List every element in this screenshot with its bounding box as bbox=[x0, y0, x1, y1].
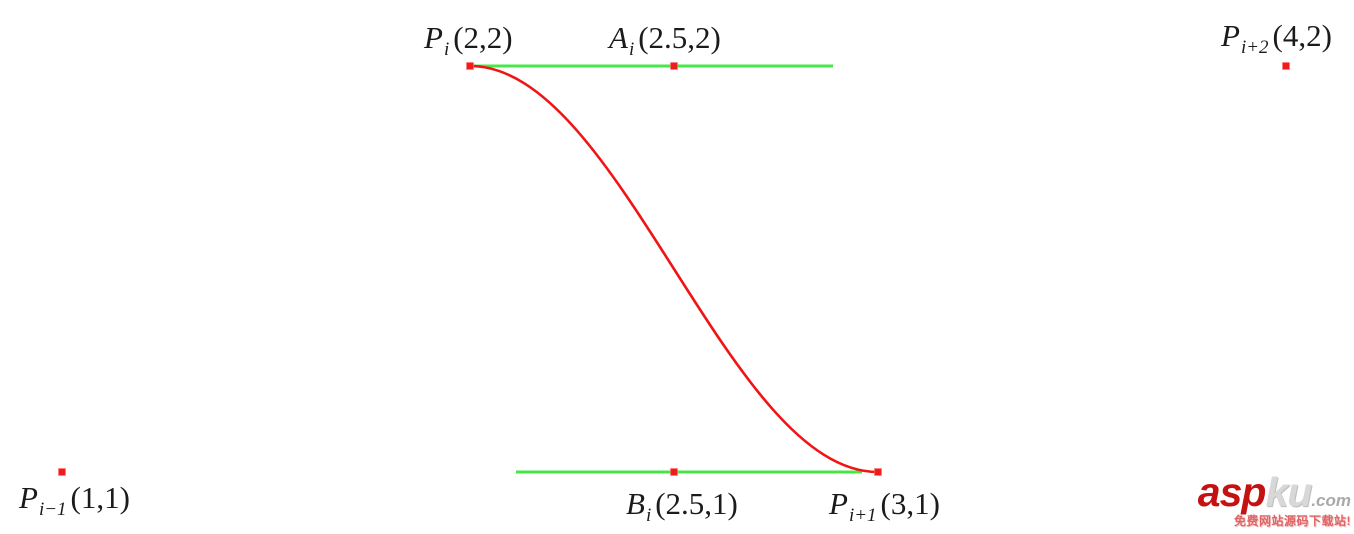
label-pi-plus-1: Pi+1 (3,1) bbox=[829, 486, 940, 525]
label-pi-minus-1-var: P bbox=[19, 480, 38, 515]
label-pi-plus-1-sub: i+1 bbox=[848, 505, 877, 526]
label-ai-coords: (2.5,2) bbox=[638, 20, 721, 55]
label-pi-var: P bbox=[424, 20, 443, 55]
point-marker-bi bbox=[670, 468, 678, 476]
point-marker-pi-minus-1 bbox=[58, 468, 66, 476]
label-pi: Pi (2,2) bbox=[424, 20, 513, 59]
watermark-brand-asp: asp bbox=[1197, 469, 1267, 515]
label-pi-coords: (2,2) bbox=[453, 20, 513, 55]
label-ai: Ai (2.5,2) bbox=[609, 20, 721, 59]
point-marker-pi-plus-2 bbox=[1282, 62, 1290, 70]
label-bi: Bi (2.5,1) bbox=[626, 486, 738, 525]
watermark-brand: aspku.com bbox=[1198, 472, 1351, 513]
label-bi-sub: i bbox=[645, 505, 652, 526]
watermark: aspku.com 免费网站源码下载站! bbox=[1198, 472, 1351, 528]
label-ai-var: A bbox=[609, 20, 628, 55]
label-pi-plus-2-var: P bbox=[1221, 18, 1240, 53]
label-pi-minus-1-coords: (1,1) bbox=[70, 480, 130, 515]
label-pi-plus-1-coords: (3,1) bbox=[880, 486, 940, 521]
label-pi-minus-1-sub: i−1 bbox=[38, 499, 67, 520]
point-marker-ai bbox=[670, 62, 678, 70]
label-pi-plus-1-var: P bbox=[829, 486, 848, 521]
watermark-brand-ku: ku bbox=[1265, 469, 1312, 515]
spline-curve bbox=[469, 64, 879, 474]
label-pi-minus-1: Pi−1 (1,1) bbox=[19, 480, 130, 519]
watermark-brand-suffix: .com bbox=[1311, 491, 1351, 510]
label-ai-sub: i bbox=[628, 39, 635, 60]
label-pi-plus-2-coords: (4,2) bbox=[1272, 18, 1332, 53]
label-pi-sub: i bbox=[443, 39, 450, 60]
watermark-tagline: 免费网站源码下载站! bbox=[1234, 514, 1351, 528]
label-bi-var: B bbox=[626, 486, 645, 521]
label-pi-plus-2-sub: i+2 bbox=[1240, 37, 1269, 58]
point-marker-pi bbox=[466, 62, 474, 70]
label-bi-coords: (2.5,1) bbox=[655, 486, 738, 521]
label-pi-plus-2: Pi+2 (4,2) bbox=[1221, 18, 1332, 57]
point-marker-pi-plus-1 bbox=[874, 468, 882, 476]
